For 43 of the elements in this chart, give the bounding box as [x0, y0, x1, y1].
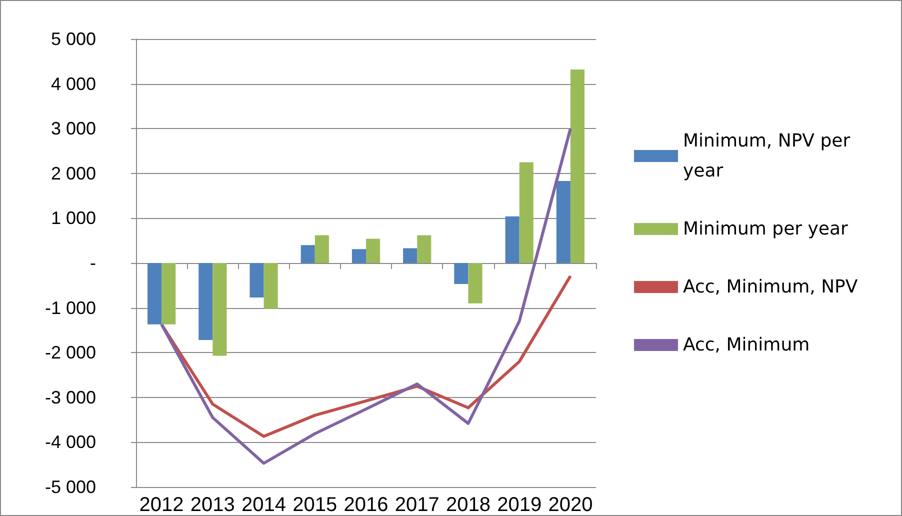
y-tick-label: 3 000 — [50, 118, 96, 139]
y-tick-label: 1 000 — [50, 208, 96, 228]
legend-label: Acc, Minimum, NPV — [683, 276, 858, 298]
x-tick-label: 2020 — [548, 494, 593, 516]
legend-label: Minimum, NPV per year — [683, 130, 856, 182]
bar — [148, 263, 162, 324]
bar — [570, 69, 584, 263]
bar — [264, 263, 278, 309]
legend-label: Acc, Minimum — [683, 334, 810, 356]
bar — [519, 162, 534, 263]
bar — [454, 263, 468, 284]
bar — [212, 263, 227, 356]
bar — [417, 235, 432, 263]
x-tick-label: 2012 — [139, 494, 184, 516]
bar — [366, 238, 380, 263]
bar — [505, 216, 520, 263]
bar — [352, 249, 366, 263]
y-tick-label: -3 000 — [44, 387, 96, 408]
bar — [314, 235, 329, 263]
y-tick-label: -4 000 — [44, 432, 96, 452]
bar — [468, 263, 482, 304]
bar — [403, 248, 418, 263]
x-tick-label: 2015 — [292, 494, 338, 516]
bar — [300, 245, 315, 263]
y-tick-label: 2 000 — [50, 163, 96, 184]
x-tick-label: 2019 — [497, 494, 542, 516]
x-tick-label: 2016 — [344, 494, 388, 516]
y-tick-label: 5 000 — [50, 29, 96, 49]
line-series — [160, 127, 572, 465]
x-tick-label: 2018 — [446, 494, 490, 516]
y-tick-label: - — [90, 253, 96, 273]
bar — [162, 263, 176, 324]
legend-label: Minimum per year — [683, 218, 849, 240]
y-tick-label: -2 000 — [44, 342, 96, 363]
bar — [250, 263, 264, 298]
y-tick-label: 4 000 — [50, 74, 96, 94]
x-tick-label: 2014 — [242, 494, 286, 516]
x-tick-label: 2013 — [190, 494, 235, 516]
x-tick-label: 2017 — [394, 494, 440, 516]
y-tick-label: -5 000 — [44, 477, 96, 497]
y-tick-label: -1 000 — [44, 298, 96, 318]
bar — [556, 181, 570, 263]
bar — [198, 263, 213, 340]
